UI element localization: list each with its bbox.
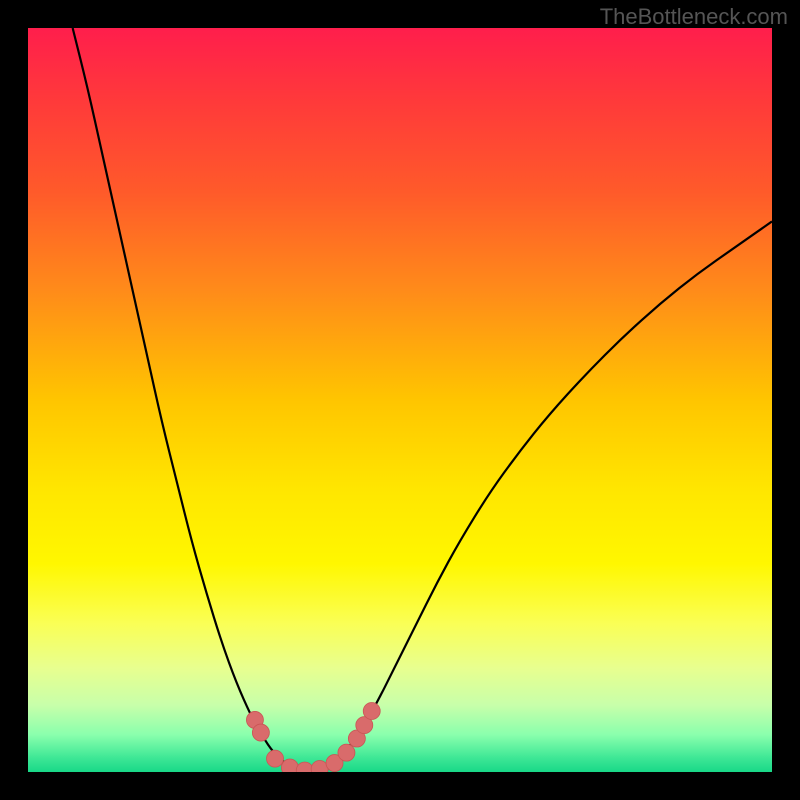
watermark-text: TheBottleneck.com: [600, 4, 788, 30]
chart-svg: [0, 0, 800, 800]
bottleneck-chart: TheBottleneck.com: [0, 0, 800, 800]
